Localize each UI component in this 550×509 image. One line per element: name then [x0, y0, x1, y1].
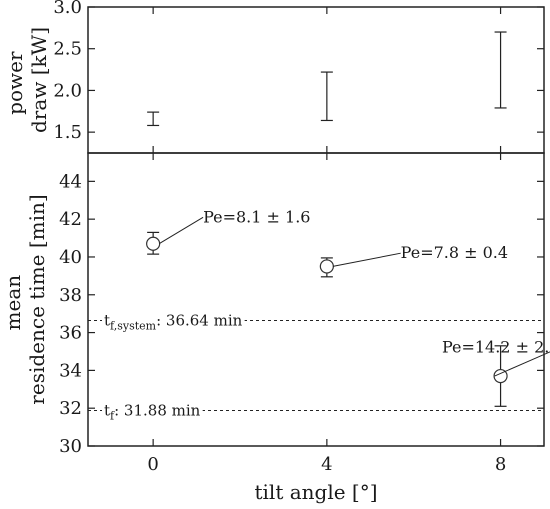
x-tick-label: 4 — [321, 454, 332, 475]
bottom-panel-ticks: 30 32 34 36 38 40 42 44 0 4 8 — [59, 153, 544, 475]
pe-annotation: Pe=14.2 ± 2.6 — [442, 338, 550, 357]
bottom-y-tick-label: 42 — [59, 209, 82, 230]
top-y-axis-title-line-2: draw [kW] — [27, 27, 51, 133]
bottom-y-tick-label: 40 — [59, 247, 82, 268]
top-y-tick-label: 1.5 — [53, 122, 82, 143]
reference-label-subscript: f,system — [110, 319, 157, 332]
bottom-y-tick-label: 36 — [59, 323, 82, 344]
bottom-y-tick-label: 44 — [59, 171, 82, 192]
pe-annotation: Pe=8.1 ± 1.6 — [203, 207, 310, 226]
bottom-y-axis-title: mean residence time [min] — [1, 194, 49, 404]
top-panel-ticks: 1.5 2.0 2.5 3.0 — [53, 0, 544, 153]
bottom-y-tick-label: 38 — [59, 285, 82, 306]
x-tick-label: 8 — [495, 454, 506, 475]
annotation-leader-line — [158, 216, 204, 245]
x-axis-title: tilt angle [°] — [254, 480, 377, 504]
reference-label-symbol: t — [104, 311, 110, 329]
reference-label-background — [102, 401, 203, 423]
reference-line-label: tf,system: 36.64 min — [104, 311, 243, 332]
pe-annotation: Pe=7.8 ± 0.4 — [401, 243, 508, 262]
bottom-y-axis-title-line-1: mean — [1, 275, 25, 331]
bottom-y-axis-title-line-2: residence time [min] — [25, 194, 49, 404]
top-y-tick-label: 2.5 — [53, 39, 82, 60]
residence-time-point — [146, 236, 161, 251]
reference-label-value: : 36.64 min — [156, 311, 243, 329]
bottom-panel-frame — [87, 152, 545, 447]
top-y-axis-title-line-1: power — [3, 51, 27, 115]
residence-time-point — [319, 259, 334, 274]
bottom-y-tick-label: 34 — [59, 360, 82, 381]
x-tick-label: 0 — [147, 454, 158, 475]
top-y-tick-label: 2.0 — [53, 80, 82, 101]
annotation-leader-line — [494, 351, 550, 377]
top-y-axis-title: power draw [kW] — [3, 27, 51, 133]
top-panel-frame — [87, 6, 545, 154]
reference-label-symbol: t — [104, 401, 110, 419]
reference-label-background — [102, 311, 245, 333]
bottom-panel-marks — [146, 231, 508, 407]
annotation-leader-line — [332, 252, 401, 267]
reference-label-subscript: f — [110, 409, 115, 422]
bottom-y-tick-label: 30 — [59, 436, 82, 457]
reference-label-value: : 31.88 min — [114, 401, 201, 419]
residence-time-point — [493, 368, 508, 384]
top-y-tick-label: 3.0 — [53, 0, 82, 18]
top-panel-marks — [147, 31, 507, 127]
reference-line-label: tf: 31.88 min — [104, 401, 201, 422]
annotations: Pe=8.1 ± 1.6 Pe=7.8 ± 0.4 Pe=14.2 ± 2.6 — [158, 207, 550, 377]
bottom-y-tick-label: 32 — [59, 398, 82, 419]
